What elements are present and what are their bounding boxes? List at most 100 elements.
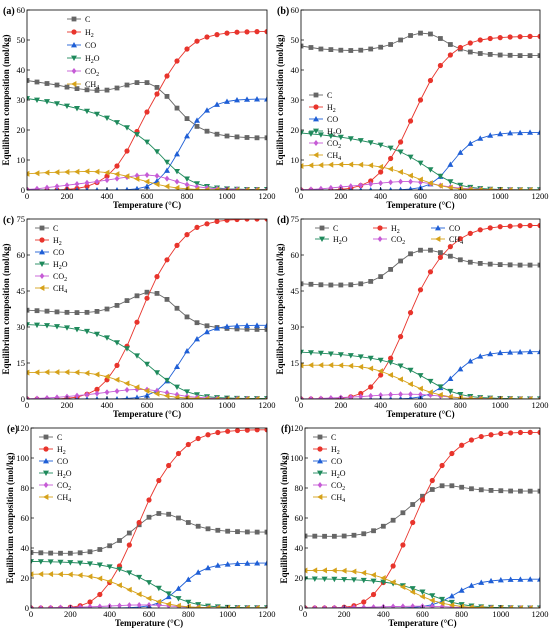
legend: C H2 CO H2O CO2 CH4 — [67, 15, 100, 91]
data-point-C — [488, 488, 494, 493]
data-point-H2O — [327, 351, 334, 357]
data-point-CO — [507, 576, 514, 582]
data-point-H2O — [307, 350, 314, 356]
data-point-H2 — [244, 29, 250, 35]
data-point-CO — [95, 187, 99, 190]
data-point-C — [104, 306, 110, 312]
data-point-CH4 — [74, 369, 80, 376]
data-point-C — [194, 320, 200, 326]
x-tick-label: 1000 — [219, 400, 236, 410]
data-point-CO — [214, 325, 220, 331]
data-point-CO — [264, 96, 267, 102]
data-point-C — [388, 42, 394, 47]
data-point-CO — [244, 322, 250, 328]
data-point-H2 — [388, 355, 394, 361]
data-point-C — [438, 36, 443, 41]
data-point-CH4 — [337, 362, 344, 369]
data-point-C — [301, 281, 304, 287]
x-tick-label: 1200 — [532, 400, 549, 410]
data-point-C — [537, 262, 540, 268]
data-point-C — [438, 250, 443, 255]
data-point-CH4 — [264, 606, 267, 608]
data-point-CH4 — [311, 567, 318, 574]
data-point-H2O — [370, 578, 377, 584]
legend-marker-C — [319, 225, 325, 231]
data-point-C — [348, 282, 354, 288]
data-point-CO — [234, 322, 240, 329]
y-tick-label: 0 — [21, 185, 25, 195]
legend-label-H2: H2 — [331, 445, 340, 456]
data-point-H2O — [311, 576, 318, 582]
data-point-H2O — [144, 139, 150, 145]
data-point-CH4 — [409, 588, 416, 595]
data-point-CO2 — [358, 393, 364, 399]
data-point-H2 — [517, 429, 524, 436]
legend-marker-CO2 — [313, 140, 319, 146]
data-point-H2 — [126, 542, 132, 548]
legend-marker-C — [313, 92, 319, 98]
data-point-H2 — [410, 519, 416, 526]
data-point-C — [144, 80, 150, 85]
legend-label-H2O: H2O — [57, 469, 72, 480]
data-point-CO — [457, 366, 464, 372]
legend-marker-CO — [313, 116, 319, 122]
y-tick-label: 60 — [17, 250, 26, 260]
x-tick-label: 600 — [141, 400, 154, 410]
plot-frame — [26, 9, 268, 191]
data-point-H2 — [477, 37, 483, 43]
data-point-C — [469, 486, 474, 492]
data-point-CO — [517, 576, 524, 582]
y-tick-label: 45 — [291, 286, 300, 296]
data-point-H2 — [397, 139, 404, 145]
data-point-CO2 — [126, 602, 132, 608]
data-point-C — [338, 282, 344, 288]
x-tick-label: 800 — [181, 400, 194, 410]
data-point-H2O — [397, 363, 404, 369]
data-point-CH4 — [74, 168, 80, 175]
data-point-CH4 — [301, 362, 304, 369]
data-point-C — [328, 282, 334, 288]
legend-label-H2: H2 — [53, 236, 62, 247]
data-point-H2O — [317, 350, 324, 357]
data-point-CH4 — [507, 605, 514, 608]
data-point-H2O — [437, 173, 444, 180]
data-point-H2O — [96, 562, 103, 568]
data-point-H2 — [497, 35, 503, 41]
data-point-CO2 — [154, 172, 160, 179]
x-axis-label: Temperature (°C) — [386, 409, 454, 419]
data-point-CO2 — [408, 391, 413, 398]
data-point-CH4 — [341, 567, 347, 574]
data-point-C — [205, 526, 211, 532]
data-point-H2O — [164, 159, 170, 166]
chart-panel-4: 0 200 400 600 800 1000 1200 0 20 40 60 80 100 120 Temp… — [5, 423, 276, 628]
data-point-H2O — [144, 361, 150, 368]
data-point-C — [429, 487, 435, 492]
data-point-H2O — [64, 103, 70, 109]
data-point-H2 — [234, 29, 240, 35]
data-point-CH4 — [447, 393, 453, 399]
legend-marker-H2O — [313, 128, 319, 134]
data-point-C — [368, 46, 374, 52]
y-tick-label: 50 — [17, 35, 26, 45]
legend-marker-C — [43, 434, 49, 440]
y-tick-label: 100 — [16, 453, 29, 463]
x-axis-label: Temperature (°C) — [115, 618, 183, 628]
data-point-CH4 — [448, 602, 455, 608]
y-tick-label: 30 — [291, 322, 300, 332]
data-point-C — [408, 251, 413, 257]
data-point-CO2 — [390, 603, 396, 608]
data-point-CO — [194, 336, 200, 342]
data-point-H2O — [417, 160, 424, 166]
data-point-H2 — [468, 437, 475, 443]
legend-label-CH4: CH4 — [85, 80, 99, 91]
data-point-CH4 — [134, 175, 140, 182]
data-point-CH4 — [467, 395, 473, 399]
data-point-H2 — [477, 227, 483, 233]
data-point-CH4 — [204, 395, 210, 399]
data-point-H2 — [184, 46, 190, 52]
data-point-H2O — [175, 596, 182, 602]
data-point-C — [34, 79, 40, 85]
data-point-CO — [527, 576, 534, 582]
data-point-H2 — [84, 183, 90, 189]
data-point-CH4 — [321, 567, 327, 574]
